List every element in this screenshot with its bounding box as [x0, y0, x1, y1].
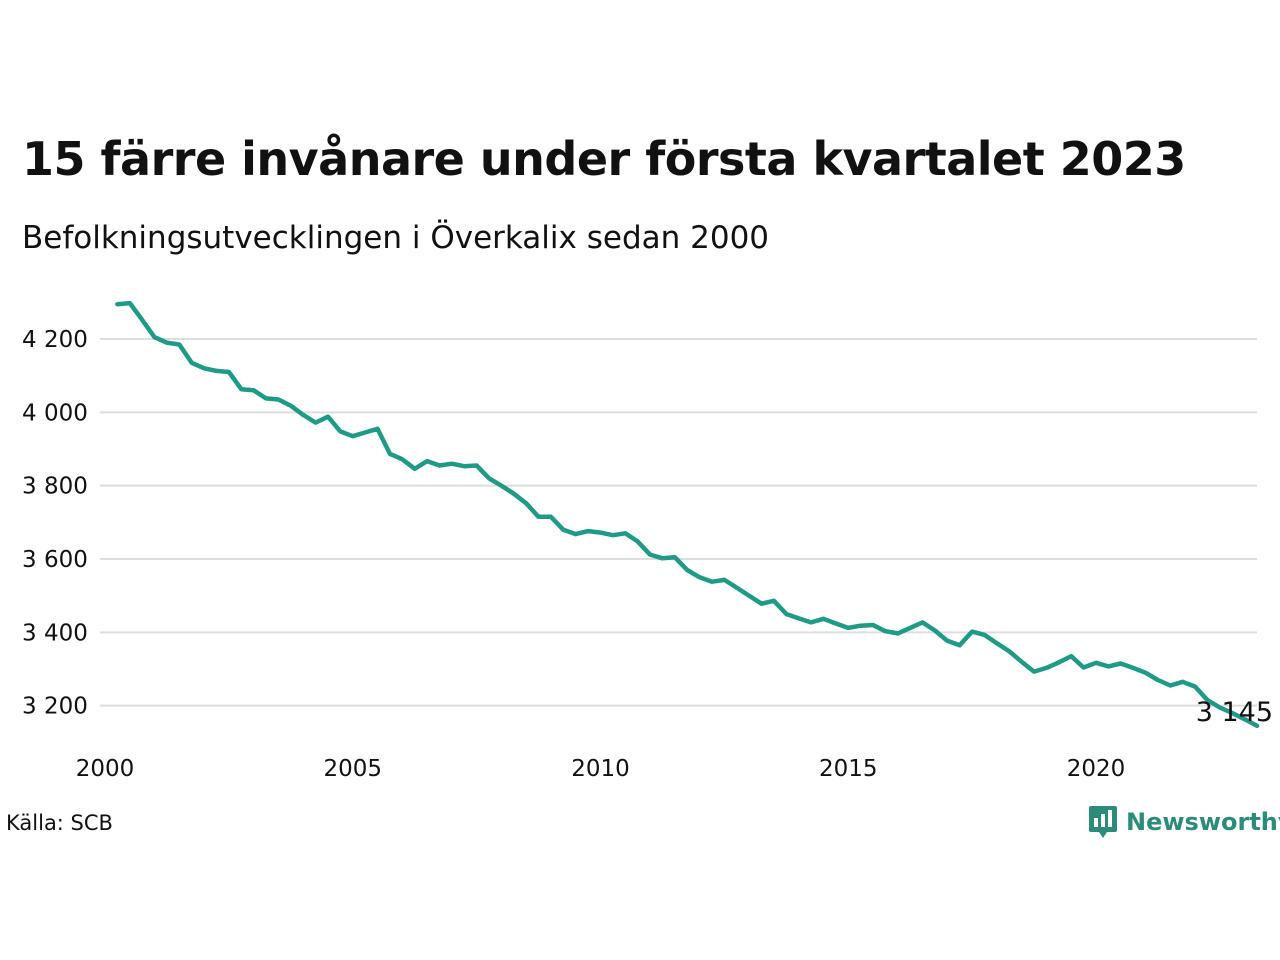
- y-tick-label: 3 400: [22, 620, 88, 646]
- x-tick-label: 2000: [76, 756, 135, 782]
- y-tick-label: 3 200: [22, 694, 88, 720]
- x-tick-label: 2010: [571, 756, 630, 782]
- brand-logo[interactable]: Newsworthy: [1088, 804, 1280, 840]
- series-layer: [115, 300, 1260, 729]
- x-tick-label: 2015: [819, 756, 878, 782]
- y-tick-label: 3 800: [22, 474, 88, 500]
- gridlines: [100, 338, 1257, 707]
- y-tick-label: 4 200: [22, 327, 88, 353]
- source-note: Källa: SCB: [6, 811, 113, 835]
- chart-title: 15 färre invånare under första kvartalet…: [22, 132, 1186, 186]
- y-axis-ticks: 3 200 3 400 3 600 3 800 4 000 4 200: [22, 327, 88, 720]
- population-line: [115, 300, 1260, 729]
- newsworthy-logo-icon: [1089, 806, 1117, 838]
- x-tick-label: 2005: [323, 756, 382, 782]
- end-value-label: 3 145: [1196, 697, 1273, 728]
- brand-name: Newsworthy: [1126, 808, 1280, 836]
- y-tick-label: 3 600: [22, 547, 88, 573]
- x-tick-label: 2020: [1067, 756, 1126, 782]
- y-tick-label: 4 000: [22, 400, 88, 426]
- x-axis-ticks: 2000 2005 2010 2015 2020: [76, 756, 1126, 782]
- end-label-layer: 3 145: [1196, 697, 1273, 728]
- chart-subtitle: Befolkningsutvecklingen i Överkalix seda…: [22, 220, 770, 256]
